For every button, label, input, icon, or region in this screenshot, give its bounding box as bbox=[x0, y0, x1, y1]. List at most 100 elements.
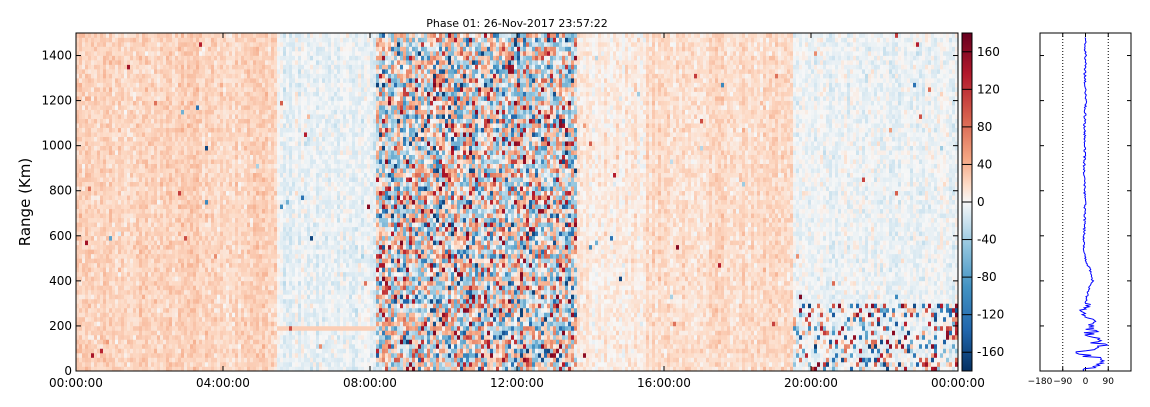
heatmap-cell bbox=[79, 168, 83, 174]
heatmap-cell bbox=[226, 366, 230, 372]
heatmap-cell bbox=[85, 132, 89, 137]
heatmap-cell bbox=[247, 123, 251, 128]
heatmap-cell bbox=[79, 204, 83, 210]
heatmap-cell bbox=[151, 199, 155, 205]
heatmap-cell bbox=[196, 150, 200, 155]
heatmap-cell bbox=[76, 37, 80, 43]
heatmap-cell bbox=[244, 231, 248, 237]
heatmap-cell bbox=[160, 177, 164, 183]
heatmap-cell bbox=[76, 343, 80, 349]
heatmap-cell bbox=[178, 271, 182, 277]
heatmap-cell bbox=[268, 37, 272, 43]
heatmap-cell bbox=[133, 222, 137, 228]
heatmap-cell bbox=[211, 123, 215, 128]
heatmap-cell bbox=[100, 280, 104, 286]
heatmap-cell bbox=[235, 316, 239, 322]
heatmap-cell bbox=[130, 64, 134, 70]
heatmap-cell bbox=[220, 190, 224, 196]
heatmap-cell bbox=[169, 73, 173, 79]
heatmap-cell bbox=[79, 330, 83, 336]
heatmap-cell bbox=[160, 150, 164, 155]
heatmap-cell bbox=[97, 69, 101, 74]
heatmap-cell bbox=[229, 168, 233, 174]
heatmap-cell bbox=[244, 276, 248, 282]
heatmap-cell bbox=[163, 96, 167, 101]
heatmap-cell bbox=[202, 100, 206, 106]
heatmap-cell bbox=[88, 348, 92, 354]
heatmap-cell bbox=[172, 195, 176, 201]
heatmap-cell bbox=[274, 271, 278, 277]
heatmap-cell bbox=[163, 42, 167, 47]
heatmap-cell bbox=[142, 91, 146, 97]
heatmap-cell bbox=[112, 199, 116, 205]
heatmap-cell bbox=[226, 163, 230, 169]
heatmap-cell bbox=[94, 91, 98, 97]
heatmap-cell bbox=[178, 321, 182, 327]
heatmap-cell bbox=[190, 105, 194, 110]
heatmap-cell bbox=[106, 343, 110, 349]
heatmap-cell bbox=[157, 51, 161, 56]
heatmap-cell bbox=[247, 262, 251, 268]
heatmap-cell bbox=[121, 168, 125, 174]
heatmap-cell bbox=[244, 163, 248, 169]
heatmap-cell bbox=[268, 240, 272, 246]
heatmap-cell bbox=[217, 60, 221, 65]
heatmap-cell bbox=[229, 154, 233, 160]
heatmap-cell bbox=[175, 168, 179, 174]
heatmap-cell bbox=[85, 37, 89, 43]
heatmap-cell bbox=[184, 330, 188, 336]
heatmap-cell bbox=[241, 55, 245, 61]
heatmap-cell bbox=[151, 298, 155, 304]
heatmap-cell bbox=[160, 249, 164, 255]
heatmap-cell bbox=[187, 204, 191, 210]
heatmap-cell bbox=[238, 339, 242, 345]
heatmap-cell bbox=[145, 69, 149, 74]
heatmap-cell bbox=[130, 91, 134, 97]
heatmap-cell bbox=[160, 334, 164, 340]
heatmap-cell bbox=[202, 154, 206, 160]
heatmap-cell bbox=[259, 145, 263, 151]
heatmap-cell bbox=[109, 235, 113, 241]
heatmap-cell bbox=[139, 46, 143, 52]
heatmap-cell bbox=[256, 37, 260, 43]
heatmap-cell bbox=[220, 109, 224, 115]
heatmap-cell bbox=[268, 100, 272, 106]
heatmap-cell bbox=[202, 37, 206, 43]
heatmap-cell bbox=[103, 271, 107, 277]
heatmap-cell bbox=[253, 361, 257, 367]
heatmap-cell bbox=[244, 82, 248, 88]
heatmap-cell bbox=[124, 307, 128, 313]
heatmap-cell bbox=[214, 316, 218, 322]
heatmap-cell bbox=[97, 190, 101, 196]
heatmap-cell bbox=[229, 204, 233, 210]
heatmap-cell bbox=[220, 168, 224, 174]
heatmap-cell bbox=[154, 46, 158, 52]
heatmap-cell bbox=[199, 123, 203, 128]
heatmap-cell bbox=[196, 69, 200, 74]
heatmap-cell bbox=[94, 339, 98, 345]
heatmap-cell bbox=[247, 357, 251, 363]
heatmap-cell bbox=[199, 249, 203, 255]
heatmap-cell bbox=[133, 280, 137, 286]
heatmap-cell bbox=[124, 60, 128, 65]
heatmap-cell bbox=[127, 339, 131, 345]
heatmap-cell bbox=[85, 91, 89, 97]
heatmap-cell bbox=[226, 141, 230, 146]
heatmap-cell bbox=[220, 172, 224, 178]
heatmap-cell bbox=[262, 231, 266, 237]
heatmap-cell bbox=[124, 231, 128, 237]
heatmap-cell bbox=[238, 150, 242, 155]
heatmap-cell bbox=[100, 231, 104, 237]
heatmap-cell bbox=[247, 348, 251, 354]
heatmap-cell bbox=[238, 96, 242, 101]
heatmap-cell bbox=[181, 249, 185, 255]
heatmap-cell bbox=[127, 159, 131, 164]
heatmap-cell bbox=[79, 118, 83, 124]
heatmap-cell bbox=[244, 51, 248, 56]
heatmap-cell bbox=[121, 343, 125, 349]
heatmap-cell bbox=[133, 55, 137, 61]
heatmap-cell bbox=[190, 60, 194, 65]
heatmap-cell bbox=[247, 55, 251, 61]
heatmap-cell bbox=[190, 226, 194, 232]
heatmap-cell bbox=[190, 78, 194, 83]
